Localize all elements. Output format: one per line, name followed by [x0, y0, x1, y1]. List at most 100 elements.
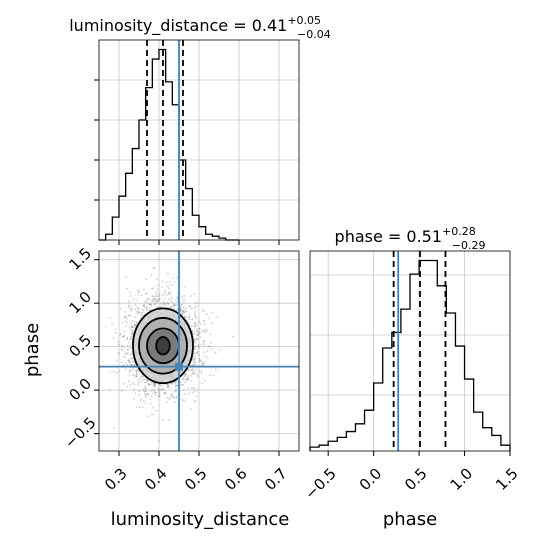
- scatter-point: [153, 303, 156, 306]
- scatter-point: [129, 295, 132, 297]
- scatter-point: [184, 381, 186, 384]
- scatter-point: [167, 386, 170, 389]
- scatter-point: [200, 363, 203, 366]
- scatter-point: [192, 325, 195, 328]
- scatter-point: [194, 346, 197, 348]
- scatter-point: [143, 305, 146, 308]
- scatter-point: [109, 317, 111, 320]
- scatter-point: [176, 277, 179, 279]
- scatter-point: [135, 299, 138, 302]
- scatter-point: [126, 336, 129, 339]
- scatter-point: [126, 345, 129, 347]
- scatter-point: [193, 331, 196, 333]
- scatter-point: [188, 318, 191, 320]
- scatter-point: [150, 382, 153, 384]
- scatter-point: [194, 323, 197, 326]
- scatter-point: [198, 354, 200, 357]
- scatter-point: [129, 347, 132, 349]
- scatter-point: [154, 382, 156, 385]
- scatter-point: [173, 303, 176, 306]
- scatter-point: [186, 378, 189, 381]
- scatter-point: [206, 356, 209, 359]
- scatter-point: [175, 388, 177, 391]
- scatter-point: [138, 290, 141, 293]
- scatter-point: [210, 347, 213, 350]
- scatter-point: [124, 356, 127, 359]
- scatter-point: [199, 359, 201, 362]
- scatter-point: [190, 386, 193, 389]
- scatter-point: [148, 383, 151, 386]
- scatter-point: [186, 378, 188, 381]
- scatter-point: [141, 375, 144, 378]
- scatter-point: [181, 310, 184, 313]
- scatter-point: [180, 308, 182, 311]
- scatter-point: [137, 308, 140, 311]
- scatter-point: [124, 276, 127, 279]
- scatter-point: [195, 337, 198, 340]
- scatter-point: [128, 305, 131, 307]
- scatter-point: [157, 395, 160, 397]
- scatter-point: [123, 335, 125, 337]
- scatter-point: [197, 333, 200, 336]
- scatter-point: [127, 359, 130, 362]
- scatter-point: [134, 323, 137, 326]
- scatter-point: [192, 362, 195, 365]
- scatter-point: [167, 291, 170, 294]
- scatter-point: [135, 369, 138, 371]
- scatter-point: [209, 333, 212, 336]
- scatter-point: [129, 338, 132, 341]
- scatter-point: [211, 322, 213, 325]
- scatter-point: [165, 294, 168, 297]
- scatter-point: [133, 397, 135, 400]
- scatter-point: [160, 305, 163, 308]
- scatter-point: [161, 303, 163, 306]
- scatter-point: [171, 393, 174, 396]
- scatter-point: [193, 361, 196, 364]
- scatter-point: [150, 273, 153, 276]
- scatter-point: [153, 300, 155, 302]
- scatter-point: [197, 370, 200, 373]
- scatter-point: [200, 343, 203, 346]
- scatter-point: [193, 358, 196, 361]
- scatter-point: [193, 339, 196, 341]
- scatter-point: [193, 400, 196, 403]
- scatter-point: [130, 338, 132, 340]
- scatter-point: [158, 295, 161, 297]
- scatter-point: [158, 292, 161, 295]
- scatter-point: [120, 333, 122, 335]
- scatter-point: [134, 304, 137, 306]
- joint-ytick-label: 0.0: [65, 375, 95, 405]
- scatter-point: [157, 387, 160, 390]
- scatter-point: [175, 298, 178, 301]
- scatter-point: [168, 293, 170, 296]
- scatter-point: [176, 309, 178, 311]
- scatter-point: [162, 300, 165, 303]
- scatter-point: [111, 322, 114, 325]
- scatter-point: [118, 370, 121, 373]
- scatter-point: [164, 392, 167, 395]
- scatter-point: [152, 383, 155, 385]
- scatter-point: [171, 301, 173, 304]
- scatter-point: [128, 374, 131, 377]
- scatter-point: [173, 280, 176, 283]
- scatter-point: [135, 373, 138, 376]
- scatter-point: [159, 383, 161, 386]
- scatter-point: [144, 387, 147, 390]
- scatter-point: [184, 316, 186, 319]
- scatter-point: [118, 343, 120, 346]
- scatter-point: [183, 311, 186, 314]
- scatter-point: [85, 402, 87, 404]
- scatter-point: [187, 387, 190, 390]
- joint-ytick-label: −0.5: [61, 414, 99, 452]
- scatter-point: [168, 419, 170, 422]
- scatter-point: [131, 319, 134, 322]
- scatter-point: [152, 287, 155, 290]
- scatter-point: [154, 303, 156, 306]
- scatter-point: [187, 392, 190, 395]
- scatter-point: [146, 380, 148, 383]
- right-frame: [309, 250, 511, 452]
- scatter-point: [171, 283, 173, 286]
- scatter-point: [202, 351, 205, 354]
- scatter-point: [192, 359, 195, 362]
- scatter-point: [163, 393, 166, 395]
